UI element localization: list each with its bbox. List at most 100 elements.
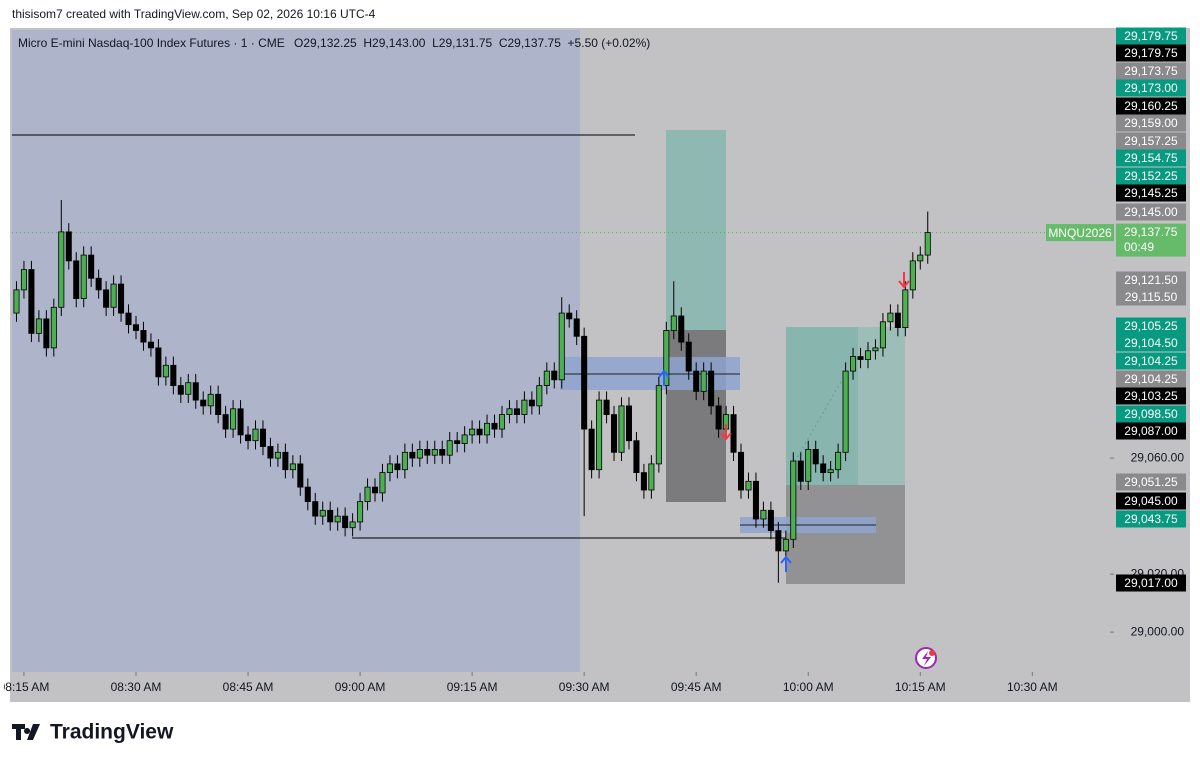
replay-icon-bolt[interactable] xyxy=(922,651,931,666)
candle-body xyxy=(28,269,35,334)
candle-body xyxy=(103,289,110,308)
candle-body xyxy=(207,393,214,407)
candle-body xyxy=(685,341,692,372)
candle-body xyxy=(737,451,745,491)
candle-body xyxy=(640,472,647,491)
candle-body xyxy=(820,463,827,474)
candle-body xyxy=(506,408,513,415)
candle-body xyxy=(319,509,326,517)
sell-arrow xyxy=(898,272,910,289)
y-tick-label: 29,000.00 xyxy=(1131,624,1185,638)
x-tick-label: 09:15 AM xyxy=(447,680,498,694)
candle-body xyxy=(693,370,700,392)
replay-icon[interactable] xyxy=(915,647,937,669)
price-tag xyxy=(1116,370,1186,388)
symbol-label: MNQU2026 xyxy=(1048,226,1112,240)
candle-body xyxy=(461,434,468,445)
candle-body xyxy=(924,232,931,256)
price-tag xyxy=(1116,352,1186,370)
candle-body xyxy=(431,449,438,456)
signal-arrows xyxy=(658,272,910,572)
candle-body xyxy=(655,385,662,465)
price-tag xyxy=(1116,510,1186,528)
price-tag-label: 29,179.75 xyxy=(1124,29,1178,43)
candle-body xyxy=(513,408,520,415)
candle-body xyxy=(767,509,774,532)
candle-body xyxy=(297,463,304,488)
candle-body xyxy=(439,449,446,456)
price-tag-label: 29,045.00 xyxy=(1124,494,1178,508)
buy-arrow xyxy=(658,369,670,386)
replay-icon-dot[interactable] xyxy=(929,650,935,656)
buy-arrow xyxy=(780,555,792,572)
price-tag xyxy=(1116,132,1186,150)
candle-body xyxy=(162,364,169,378)
candle-body xyxy=(543,370,550,386)
candle-body xyxy=(304,486,311,503)
symbol-tag xyxy=(1046,224,1114,242)
candle-body xyxy=(663,330,670,386)
candle-body xyxy=(274,451,281,459)
candle-body xyxy=(491,422,498,430)
candle-body xyxy=(289,463,296,471)
brand: TradingView xyxy=(12,721,174,744)
price-tag-label: 29,104.50 xyxy=(1124,336,1178,350)
price-tag xyxy=(1116,492,1186,510)
price-tag xyxy=(1116,317,1186,335)
target-zone xyxy=(666,130,726,330)
price-tag-label: 29,105.25 xyxy=(1124,319,1178,333)
candle-body xyxy=(857,356,864,360)
x-tick-label: 09:00 AM xyxy=(335,680,386,694)
price-tag xyxy=(1116,422,1186,440)
candle-body xyxy=(13,289,20,314)
candle-body xyxy=(454,440,461,445)
candle-body xyxy=(215,393,222,415)
candle-body xyxy=(110,283,117,308)
candle-body xyxy=(775,530,782,552)
candle-body xyxy=(596,399,603,471)
candle-body xyxy=(752,480,759,520)
candle-body xyxy=(58,231,65,308)
attribution: thisisom7 created with TradingView.com, … xyxy=(12,7,376,21)
candle-body xyxy=(446,440,453,456)
price-tag xyxy=(1116,473,1186,491)
ohlc-legend: O29,132.25 H29,143.00 L29,131.75 C29,137… xyxy=(294,36,650,50)
candle-body xyxy=(850,356,857,372)
candle-body xyxy=(177,385,184,395)
x-tick-label: 09:45 AM xyxy=(671,680,722,694)
candle-body xyxy=(416,449,423,459)
candle-body xyxy=(484,422,491,436)
candle-body xyxy=(879,321,886,349)
candle-body xyxy=(118,283,125,314)
candle-body xyxy=(887,312,894,323)
candle-body xyxy=(409,451,416,459)
price-tag xyxy=(1116,387,1186,405)
x-tick-label: 08:30 AM xyxy=(111,680,162,694)
candle-body xyxy=(618,405,625,453)
candle-body xyxy=(551,370,558,381)
x-tick-label: 10:15 AM xyxy=(895,680,946,694)
candle-body xyxy=(842,370,849,453)
price-tag xyxy=(1116,184,1186,202)
candle-body xyxy=(371,486,379,494)
candle-body xyxy=(782,538,789,552)
price-tag xyxy=(1116,574,1186,592)
candle-body xyxy=(132,324,140,331)
candle-body xyxy=(812,449,819,465)
candle-body xyxy=(327,509,334,523)
candle-body xyxy=(364,486,371,503)
candle-body xyxy=(700,370,707,392)
candle-body xyxy=(237,408,244,436)
x-tick-label: 08:15 AM xyxy=(0,680,49,694)
price-tag xyxy=(1116,334,1186,352)
candle-body xyxy=(611,414,618,453)
price-tag-label: 29,087.00 xyxy=(1124,424,1178,438)
candle-body xyxy=(401,451,408,471)
price-tag-label: 29,154.75 xyxy=(1124,151,1178,165)
price-tag-label: 29,104.25 xyxy=(1124,354,1178,368)
price-tag-label: 29,179.75 xyxy=(1124,46,1178,60)
candle-body xyxy=(648,463,655,491)
price-tag-label: 29,157.25 xyxy=(1124,134,1178,148)
candle-body xyxy=(125,312,132,326)
stop-zone xyxy=(786,485,905,584)
